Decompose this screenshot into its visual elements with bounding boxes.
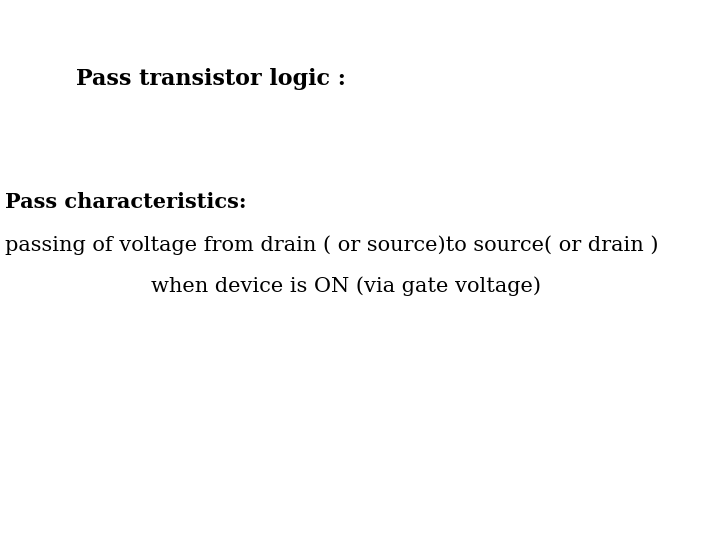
Text: Pass characteristics:: Pass characteristics: — [5, 192, 246, 212]
Text: passing of voltage from drain ( or source)to source( or drain ): passing of voltage from drain ( or sourc… — [5, 235, 659, 254]
Text: when device is ON (via gate voltage): when device is ON (via gate voltage) — [151, 276, 541, 296]
Text: Pass transistor logic :: Pass transistor logic : — [76, 68, 346, 90]
